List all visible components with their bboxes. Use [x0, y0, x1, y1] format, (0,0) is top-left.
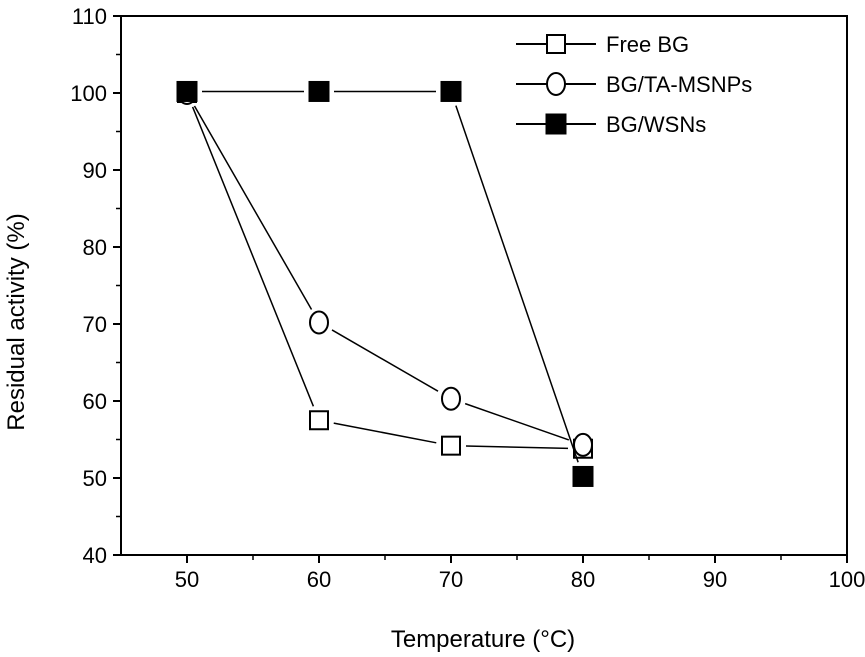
- legend-marker: [546, 34, 566, 54]
- legend-item-3: BG/WSNs: [516, 112, 706, 137]
- data-point: [441, 386, 461, 411]
- data-point: [441, 435, 461, 456]
- data-point: [176, 80, 198, 102]
- y-tick-label: 100: [70, 81, 107, 106]
- series-line-segment: [465, 445, 569, 450]
- series-line-segment: [331, 329, 439, 392]
- series-2: [177, 81, 593, 457]
- data-point: [309, 410, 329, 431]
- series-line-segment: [193, 105, 313, 310]
- x-tick-label: 90: [703, 567, 727, 592]
- series-layer: [176, 80, 594, 487]
- x-tick-label: 70: [439, 567, 463, 592]
- legend-item-2: BG/TA-MSNPs: [516, 72, 752, 97]
- y-tick-label: 80: [83, 235, 107, 260]
- y-axis-title: Residual activity (%): [3, 213, 30, 430]
- series-line-segment: [191, 106, 315, 407]
- series-3: [176, 80, 594, 487]
- data-point: [308, 80, 330, 102]
- legend-item-1: Free BG: [516, 32, 689, 57]
- y-tick-label: 60: [83, 389, 107, 414]
- y-tick-label: 70: [83, 312, 107, 337]
- x-axis: 50 60 70 80 90 100: [175, 555, 865, 592]
- data-point: [572, 465, 594, 487]
- x-tick-label: 50: [175, 567, 199, 592]
- series-line-segment: [464, 402, 570, 441]
- series-1: [177, 83, 593, 459]
- y-tick-label: 90: [83, 158, 107, 183]
- x-tick-label: 100: [829, 567, 865, 592]
- legend-marker: [546, 72, 566, 96]
- x-tick-label: 80: [571, 567, 595, 592]
- y-tick-label: 50: [83, 466, 107, 491]
- y-tick-label: 40: [83, 543, 107, 568]
- legend-label: Free BG: [606, 32, 689, 57]
- legend-label: BG/TA-MSNPs: [606, 72, 752, 97]
- y-axis: 40 50 60 70 80 90 100 110: [70, 4, 121, 568]
- legend: Free BG BG/TA-MSNPs BG/WSNs: [516, 32, 752, 137]
- data-point: [309, 310, 329, 335]
- legend-marker: [545, 113, 567, 135]
- y-tick-label: 110: [72, 4, 107, 29]
- data-point: [440, 80, 462, 102]
- legend-label: BG/WSNs: [606, 112, 706, 137]
- x-axis-title: Temperature (°C): [391, 626, 575, 653]
- series-line-segment: [455, 105, 579, 463]
- series-line-segment: [333, 422, 437, 444]
- data-point: [573, 432, 593, 457]
- x-tick-label: 60: [307, 567, 331, 592]
